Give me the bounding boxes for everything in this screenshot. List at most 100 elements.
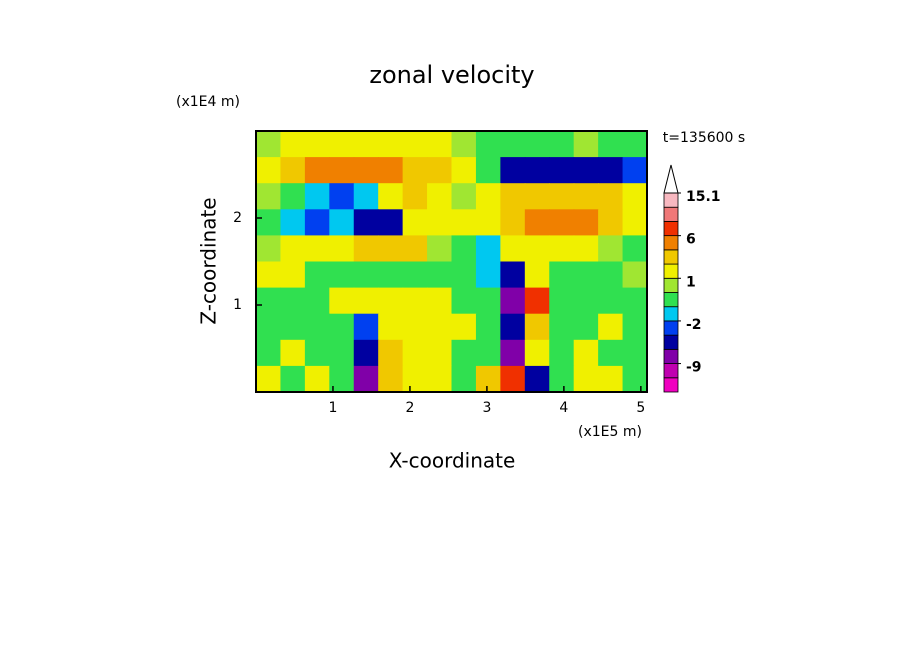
field-cell (598, 365, 624, 393)
field-cell (280, 235, 306, 263)
field-cell (598, 339, 624, 367)
colorbar-band (663, 334, 679, 350)
field-cell (402, 339, 428, 367)
field-cell (402, 209, 428, 236)
colorbar-extend (663, 164, 679, 194)
field-cell (573, 131, 599, 158)
field-cell (500, 131, 526, 158)
colorbar-label: 15.1 (686, 189, 721, 205)
x-tick-label: 2 (405, 400, 414, 416)
field-cell (622, 183, 648, 210)
field-cell (500, 235, 526, 263)
field-cell (622, 131, 648, 158)
field-cell (304, 313, 330, 341)
y-unit: (x1E4 m) (176, 94, 240, 110)
field-cell (256, 287, 282, 315)
field-cell (598, 183, 624, 210)
field-cell (378, 131, 404, 158)
field-cell (256, 261, 282, 289)
field-cell (402, 131, 428, 158)
time-label: t=135600 s (663, 130, 745, 146)
colorbar-label: 1 (686, 274, 696, 290)
field-cell (402, 365, 428, 393)
field-cell (451, 131, 477, 158)
y-tick-label: 2 (233, 210, 242, 226)
field-cell (256, 183, 282, 210)
field-cell (524, 183, 550, 210)
field-cell (500, 365, 526, 393)
field-cell (304, 183, 330, 210)
field-cell (451, 287, 477, 315)
field-cell (524, 365, 550, 393)
field-cell (451, 365, 477, 393)
field-cell (402, 183, 428, 210)
field-cell (451, 235, 477, 263)
field-cell (524, 339, 550, 367)
x-tick-label: 5 (636, 400, 645, 416)
field-cell (402, 261, 428, 289)
field-cell (549, 339, 575, 367)
field-cell (256, 365, 282, 393)
field-cell (573, 235, 599, 263)
field-cell (280, 261, 306, 289)
field-cell (256, 157, 282, 184)
field-cell (500, 209, 526, 236)
field-cell (524, 287, 550, 315)
field-cell (524, 209, 550, 236)
field-cell (304, 365, 330, 393)
plot-frame (255, 130, 648, 393)
field-cell (475, 313, 501, 341)
field-cell (378, 261, 404, 289)
field-cell (378, 235, 404, 263)
field-cell (353, 365, 379, 393)
y-tick-label: 1 (233, 297, 242, 313)
field-cell (549, 313, 575, 341)
field-cell (329, 235, 355, 263)
colorbar-band (663, 263, 679, 279)
field-cell (451, 339, 477, 367)
field-cell (475, 339, 501, 367)
field-cell (573, 157, 599, 184)
field-cell (451, 261, 477, 289)
field-cell (402, 157, 428, 184)
field-cell (329, 313, 355, 341)
field-cell (549, 131, 575, 158)
field-cell (549, 157, 575, 184)
field-cell (622, 313, 648, 341)
field-cell (329, 339, 355, 367)
field-cell (598, 209, 624, 236)
field-cell (256, 339, 282, 367)
field-cell (573, 287, 599, 315)
y-axis-label: Z-coordinate (197, 197, 221, 324)
field-cell (378, 157, 404, 184)
field-cell (378, 339, 404, 367)
colorbar-band (663, 292, 679, 308)
colorbar-label: 6 (686, 232, 696, 248)
field-cell (524, 313, 550, 341)
field-cell (598, 235, 624, 263)
field-cell (304, 287, 330, 315)
field-cell (304, 235, 330, 263)
field-cell (598, 287, 624, 315)
field-cell (353, 261, 379, 289)
field-cell (475, 365, 501, 393)
field-cell (329, 131, 355, 158)
field-cell (524, 131, 550, 158)
colorbar-band (663, 192, 679, 208)
colorbar-band (663, 306, 679, 322)
field-cell (353, 209, 379, 236)
field-cell (524, 261, 550, 289)
field-cell (427, 131, 453, 158)
colorbar-band (663, 249, 679, 265)
field-cell (353, 313, 379, 341)
field-cell (475, 287, 501, 315)
field-cell (329, 287, 355, 315)
field-cell (451, 157, 477, 184)
field-cell (622, 209, 648, 236)
field-cell (402, 313, 428, 341)
field-cell (622, 261, 648, 289)
field-cell (598, 313, 624, 341)
field-cell (427, 183, 453, 210)
x-tick-label: 4 (559, 400, 568, 416)
field-cell (256, 313, 282, 341)
